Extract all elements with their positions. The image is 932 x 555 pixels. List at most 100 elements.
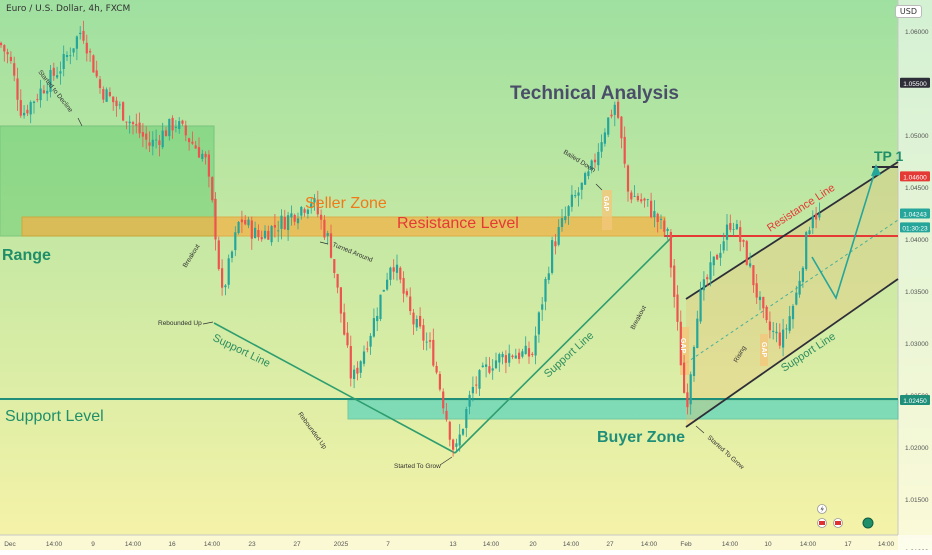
candle[interactable]: [514, 348, 517, 359]
candle[interactable]: [673, 259, 676, 308]
candle[interactable]: [551, 236, 554, 275]
candle[interactable]: [547, 266, 550, 284]
candle[interactable]: [254, 221, 257, 239]
candle[interactable]: [102, 86, 105, 103]
candle[interactable]: [402, 271, 405, 303]
candle[interactable]: [603, 128, 606, 147]
candle[interactable]: [643, 197, 646, 208]
candle[interactable]: [702, 271, 705, 301]
candle[interactable]: [775, 322, 778, 343]
candle[interactable]: [518, 348, 521, 364]
candle[interactable]: [475, 376, 478, 394]
candle[interactable]: [758, 291, 762, 311]
candle[interactable]: [3, 44, 6, 62]
candle[interactable]: [653, 200, 656, 228]
candle[interactable]: [504, 350, 507, 374]
candle[interactable]: [791, 303, 795, 329]
candle[interactable]: [85, 34, 88, 62]
candle[interactable]: [174, 120, 177, 133]
candle[interactable]: [346, 322, 349, 348]
candle[interactable]: [709, 251, 712, 287]
support-line-descending[interactable]: [213, 322, 456, 454]
candle[interactable]: [197, 137, 201, 158]
candle[interactable]: [567, 205, 570, 225]
candle[interactable]: [481, 362, 484, 368]
candle[interactable]: [544, 276, 547, 311]
candle[interactable]: [795, 285, 798, 306]
candle[interactable]: [405, 288, 408, 298]
candle[interactable]: [494, 352, 498, 370]
candle[interactable]: [16, 67, 19, 111]
candle[interactable]: [138, 112, 141, 139]
candle[interactable]: [593, 153, 597, 168]
candle[interactable]: [260, 230, 263, 242]
candle[interactable]: [752, 265, 755, 293]
candle[interactable]: [42, 85, 45, 95]
candle[interactable]: [587, 165, 590, 180]
candle[interactable]: [161, 122, 164, 150]
candle[interactable]: [155, 129, 158, 149]
candle[interactable]: [151, 131, 154, 156]
candle[interactable]: [772, 322, 775, 340]
candle[interactable]: [39, 79, 42, 108]
candle[interactable]: [488, 357, 491, 375]
candle[interactable]: [491, 359, 494, 380]
candle[interactable]: [623, 126, 626, 168]
candle[interactable]: [432, 328, 435, 367]
candle[interactable]: [765, 305, 768, 323]
candle[interactable]: [597, 143, 600, 171]
candle[interactable]: [471, 376, 474, 402]
candle[interactable]: [75, 35, 78, 61]
candle[interactable]: [204, 151, 207, 165]
candle[interactable]: [65, 51, 69, 62]
candle[interactable]: [805, 230, 808, 271]
candle[interactable]: [89, 48, 92, 62]
candle[interactable]: [600, 134, 603, 158]
candle[interactable]: [224, 283, 227, 296]
candle[interactable]: [811, 210, 814, 234]
candle[interactable]: [798, 271, 801, 298]
candle[interactable]: [247, 216, 250, 229]
candle[interactable]: [62, 45, 65, 77]
candle[interactable]: [461, 428, 465, 437]
candle[interactable]: [640, 193, 643, 204]
candle[interactable]: [412, 309, 415, 335]
candle[interactable]: [267, 225, 270, 240]
candle[interactable]: [498, 352, 501, 372]
candle[interactable]: [577, 187, 580, 207]
candle[interactable]: [290, 205, 293, 226]
candle[interactable]: [263, 225, 267, 240]
candle[interactable]: [699, 281, 702, 324]
candle[interactable]: [415, 315, 418, 332]
candle[interactable]: [244, 214, 247, 226]
candle[interactable]: [610, 109, 613, 119]
candle[interactable]: [755, 273, 758, 305]
event-icon[interactable]: [862, 517, 874, 529]
candle[interactable]: [778, 323, 781, 349]
candle[interactable]: [716, 253, 719, 260]
candle[interactable]: [815, 206, 818, 229]
candle[interactable]: [178, 117, 181, 134]
candle[interactable]: [534, 326, 537, 365]
candle[interactable]: [521, 348, 524, 359]
candle[interactable]: [46, 83, 49, 102]
candle[interactable]: [725, 214, 729, 251]
channel-resistance-line[interactable]: [685, 161, 899, 300]
candle[interactable]: [362, 345, 366, 367]
candle[interactable]: [23, 105, 26, 119]
candle[interactable]: [788, 305, 791, 334]
candle[interactable]: [326, 230, 329, 245]
candle[interactable]: [501, 351, 504, 365]
candle[interactable]: [465, 406, 468, 438]
candle[interactable]: [557, 219, 560, 247]
candle[interactable]: [735, 219, 738, 231]
candle[interactable]: [122, 101, 125, 122]
candle[interactable]: [527, 341, 531, 364]
candle[interactable]: [171, 115, 174, 139]
candle[interactable]: [214, 192, 217, 251]
candle[interactable]: [646, 198, 649, 207]
candle[interactable]: [280, 209, 283, 240]
candle[interactable]: [782, 318, 785, 357]
candle[interactable]: [676, 285, 679, 331]
candle[interactable]: [422, 318, 425, 350]
